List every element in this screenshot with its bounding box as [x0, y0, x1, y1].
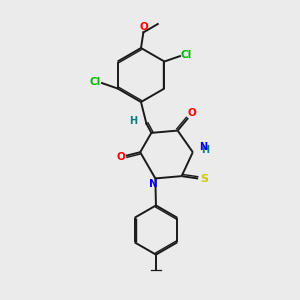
Text: N: N: [200, 142, 208, 152]
Text: O: O: [116, 152, 125, 162]
Text: Cl: Cl: [90, 77, 101, 87]
Text: O: O: [188, 109, 197, 118]
Text: Cl: Cl: [181, 50, 192, 60]
Text: H: H: [201, 145, 209, 155]
Text: H: H: [129, 116, 137, 126]
Text: N: N: [149, 179, 158, 189]
Text: O: O: [139, 22, 148, 32]
Text: S: S: [201, 173, 209, 184]
